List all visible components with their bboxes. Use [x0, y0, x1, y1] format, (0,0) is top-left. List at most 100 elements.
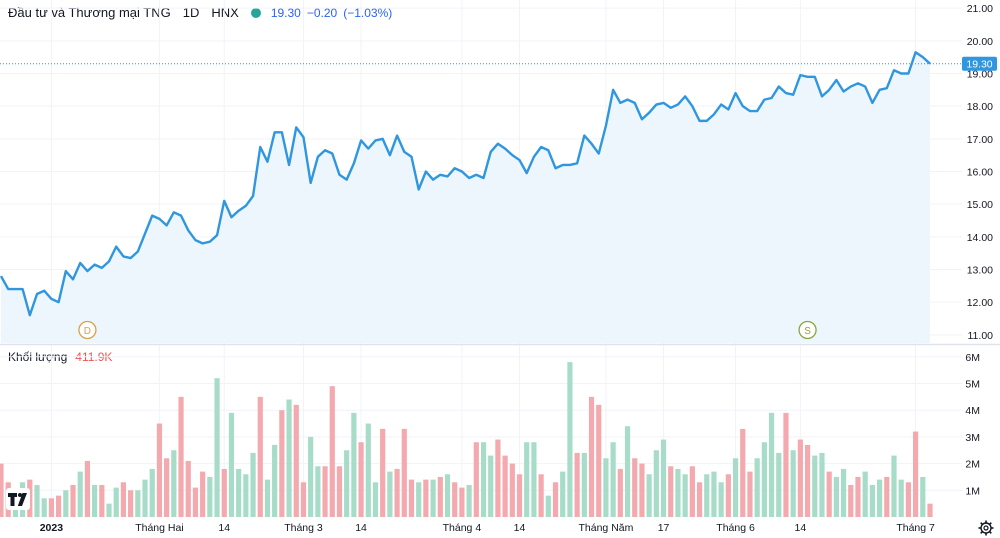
volume-bar	[747, 471, 753, 517]
time-tick-label: Tháng Hai	[135, 522, 183, 534]
volume-bar	[538, 474, 544, 517]
volume-bar	[488, 455, 494, 517]
volume-bar	[99, 484, 105, 517]
price-change-percent: (−1.03%)	[343, 5, 393, 20]
volume-bar	[704, 474, 710, 517]
time-tick-label: Tháng 3	[284, 522, 323, 534]
volume-bar	[732, 458, 739, 517]
volume-bar	[646, 474, 652, 517]
volume-bar	[135, 490, 141, 517]
volume-bar	[588, 396, 595, 517]
volume-tick-label: 1M	[965, 485, 980, 497]
volume-bar	[394, 468, 400, 517]
volume-bar	[653, 450, 659, 517]
volume-bar	[927, 503, 933, 517]
volume-pane	[0, 362, 933, 517]
volume-bar	[228, 412, 235, 517]
settings-gear-icon[interactable]	[978, 520, 994, 536]
volume-bar	[884, 476, 890, 517]
split-marker: S	[798, 320, 817, 340]
volume-bar	[567, 362, 573, 517]
time-tick-label: 17	[658, 522, 670, 534]
volume-bar	[848, 484, 854, 517]
volume-bar	[401, 428, 407, 517]
volume-bar	[34, 484, 40, 517]
volume-bar	[293, 404, 299, 517]
volume-bar	[624, 426, 631, 517]
time-tick-label: 14	[795, 522, 807, 534]
volume-bar	[689, 466, 695, 517]
volume-bar	[473, 442, 479, 517]
volume-bar	[610, 442, 616, 517]
volume-bar	[171, 450, 177, 517]
volume-bar	[581, 452, 587, 517]
volume-bar	[0, 463, 4, 517]
price-tick-label: 11.00	[968, 330, 994, 342]
volume-bar	[812, 455, 818, 517]
volume-bar	[869, 484, 875, 517]
price-tick-label: 13.00	[967, 265, 993, 277]
volume-bar	[596, 404, 602, 517]
volume-bar	[308, 436, 314, 517]
volume-bar	[696, 482, 703, 517]
volume-bar	[207, 476, 213, 517]
volume-bar	[603, 458, 609, 517]
volume-bar	[250, 452, 256, 517]
price-tick-label: 14.00	[967, 232, 993, 244]
volume-bar	[516, 474, 523, 517]
symbol-name[interactable]: Đầu tư và Thương mại TNG	[8, 5, 171, 20]
volume-bar	[300, 482, 307, 517]
tradingview-logo-icon[interactable]	[6, 488, 30, 510]
volume-bar	[819, 452, 825, 517]
volume-bar	[524, 442, 530, 517]
time-tick-label: Tháng 6	[716, 522, 755, 534]
volume-bar	[718, 482, 724, 517]
volume-bar	[804, 444, 811, 517]
volume-bar	[128, 490, 134, 517]
volume-bar	[185, 460, 191, 517]
volume-bar	[740, 428, 746, 517]
volume-bar	[279, 410, 285, 517]
volume-bar	[200, 471, 206, 517]
volume-bar	[480, 442, 487, 517]
market-status-dot-icon[interactable]	[250, 7, 261, 18]
volume-bar	[63, 490, 69, 517]
volume-bar	[790, 450, 796, 517]
volume-bar	[826, 471, 832, 517]
volume-bar	[668, 466, 674, 517]
volume-bar	[56, 495, 62, 517]
volume-bar	[92, 484, 98, 517]
time-tick-label: 14	[355, 522, 367, 534]
volume-bar	[776, 452, 782, 517]
volume-bar	[675, 468, 681, 517]
volume-bar	[408, 479, 415, 517]
volume-bar	[120, 482, 127, 517]
volume-bar	[221, 468, 227, 517]
volume-bar	[725, 474, 731, 517]
volume-bar	[452, 482, 458, 517]
volume-bar	[257, 396, 263, 517]
price-tag-box	[962, 56, 997, 71]
volume-bar	[711, 471, 717, 517]
volume-bar	[372, 482, 379, 517]
volume-bar	[466, 484, 472, 517]
last-price: 19.30	[270, 5, 301, 20]
volume-bar	[178, 396, 184, 517]
volume-bar	[380, 428, 386, 517]
price-tick-label: 12.00	[967, 297, 993, 309]
volume-bar	[797, 439, 803, 517]
exchange-label: HNX	[211, 5, 239, 20]
volume-bar	[761, 442, 767, 517]
price-change: −0.20	[306, 5, 338, 20]
volume-bar	[77, 471, 83, 517]
volume-bar	[509, 463, 515, 517]
volume-bar	[322, 466, 328, 517]
volume-bar	[783, 412, 789, 517]
volume-bar	[41, 498, 47, 517]
marker-label: S	[804, 326, 811, 337]
interval-label[interactable]: 1D	[182, 5, 200, 20]
volume-bar	[84, 460, 91, 517]
volume-bar	[855, 476, 861, 517]
